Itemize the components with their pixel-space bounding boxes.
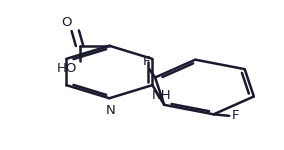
Text: N: N	[106, 103, 116, 117]
Text: F: F	[143, 55, 150, 68]
Text: NH: NH	[151, 89, 171, 102]
Text: O: O	[62, 16, 72, 29]
Text: HO: HO	[56, 62, 77, 75]
Text: F: F	[232, 109, 240, 122]
